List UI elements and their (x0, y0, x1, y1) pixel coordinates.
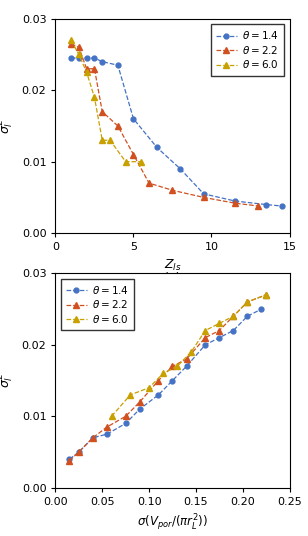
$\theta = 1.4$ (138, 406, 142, 412)
$\theta = 6.0$ (245, 299, 249, 305)
$\theta = 2.2$ (233, 200, 237, 206)
$\theta = 1.4$ (232, 327, 235, 334)
$\theta = 2.2$ (132, 151, 135, 158)
$\theta = 2.2$ (77, 44, 81, 50)
$\theta = 2.2$ (264, 292, 268, 298)
Legend: $\theta = 1.4$, $\theta = 2.2$, $\theta = 6.0$: $\theta = 1.4$, $\theta = 2.2$, $\theta … (211, 24, 284, 76)
$\theta = 6.0$ (264, 292, 268, 298)
$\theta = 6.0$ (161, 370, 165, 377)
$\theta = 1.4$ (77, 449, 81, 455)
$\theta = 6.0$ (93, 94, 96, 101)
Y-axis label: $\sigma_l^2$: $\sigma_l^2$ (0, 373, 16, 388)
$\theta = 1.4$ (77, 55, 81, 61)
$\theta = 2.2$ (68, 457, 71, 464)
$\theta = 6.0$ (110, 413, 113, 420)
$\theta = 1.4$ (202, 191, 205, 197)
$\theta = 1.4$ (280, 203, 284, 209)
$\theta = 2.2$ (245, 299, 249, 305)
$\theta = 2.2$ (232, 313, 235, 319)
$\theta = 2.2$ (124, 413, 128, 420)
$\theta = 1.4$ (68, 456, 71, 463)
$\theta = 2.2$ (217, 327, 221, 334)
$\theta = 1.4$ (91, 435, 95, 441)
X-axis label: $Z_{ls}$: $Z_{ls}$ (164, 258, 181, 273)
Y-axis label: $\sigma_l^2$: $\sigma_l^2$ (0, 118, 16, 133)
$\theta = 1.4$ (116, 62, 120, 69)
$\theta = 2.2$ (93, 65, 96, 72)
$\theta = 1.4$ (69, 55, 73, 61)
$\theta = 1.4$ (185, 363, 188, 369)
$\theta = 2.2$ (116, 123, 120, 129)
$\theta = 2.2$ (257, 203, 260, 209)
$\theta = 1.4$ (264, 202, 268, 208)
$\theta = 6.0$ (140, 159, 143, 165)
$\theta = 6.0$ (124, 159, 128, 165)
$\theta = 1.4$ (260, 306, 263, 312)
$\theta = 2.2$ (138, 399, 142, 405)
$\theta = 1.4$ (203, 341, 207, 348)
$\theta = 6.0$ (203, 327, 207, 334)
$\theta = 1.4$ (132, 116, 135, 122)
$\theta = 2.2$ (100, 108, 104, 115)
$\theta = 2.2$ (171, 363, 174, 369)
$\theta = 1.4$ (124, 420, 128, 427)
$\theta = 2.2$ (203, 334, 207, 341)
$\theta = 6.0$ (100, 137, 104, 144)
$\theta = 2.2$ (77, 449, 81, 455)
Line: $\theta = 6.0$: $\theta = 6.0$ (68, 38, 144, 165)
$\theta = 1.4$ (100, 58, 104, 65)
Line: $\theta = 1.4$: $\theta = 1.4$ (69, 56, 284, 209)
$\theta = 1.4$ (155, 144, 159, 151)
$\theta = 2.2$ (85, 65, 88, 72)
$\theta = 6.0$ (175, 363, 179, 369)
$\theta = 1.4$ (171, 377, 174, 384)
$\theta = 2.2$ (147, 180, 151, 187)
X-axis label: $\sigma(V_{por}/(\pi r_L^2))$: $\sigma(V_{por}/(\pi r_L^2))$ (137, 512, 208, 533)
$\theta = 6.0$ (77, 51, 81, 58)
Line: $\theta = 2.2$: $\theta = 2.2$ (68, 41, 261, 209)
Line: $\theta = 6.0$: $\theta = 6.0$ (109, 292, 269, 419)
$\theta = 1.4$ (85, 55, 88, 61)
$\theta = 6.0$ (85, 69, 88, 76)
$\theta = 2.2$ (156, 377, 160, 384)
$\theta = 1.4$ (178, 166, 182, 172)
$\theta = 1.4$ (93, 55, 96, 61)
$\theta = 1.4$ (233, 198, 237, 204)
$\theta = 2.2$ (171, 187, 174, 193)
$\theta = 6.0$ (108, 137, 112, 144)
$\theta = 2.2$ (69, 41, 73, 47)
$\theta = 2.2$ (185, 356, 188, 362)
$\theta = 6.0$ (189, 349, 193, 355)
$\theta = 1.4$ (245, 313, 249, 319)
$\theta = 2.2$ (105, 424, 109, 430)
$\theta = 2.2$ (202, 194, 205, 200)
$\theta = 1.4$ (156, 392, 160, 398)
$\theta = 6.0$ (217, 320, 221, 326)
$\theta = 6.0$ (128, 392, 132, 398)
$\theta = 1.4$ (217, 334, 221, 341)
Legend: $\theta = 1.4$, $\theta = 2.2$, $\theta = 6.0$: $\theta = 1.4$, $\theta = 2.2$, $\theta … (61, 279, 134, 330)
$\theta = 6.0$ (232, 313, 235, 319)
$\theta = 2.2$ (91, 435, 95, 441)
$\theta = 6.0$ (147, 384, 151, 391)
$\theta = 1.4$ (105, 431, 109, 437)
Line: $\theta = 2.2$: $\theta = 2.2$ (67, 292, 269, 464)
Text: (a): (a) (164, 272, 181, 285)
Line: $\theta = 1.4$: $\theta = 1.4$ (67, 307, 264, 461)
$\theta = 6.0$ (69, 37, 73, 43)
